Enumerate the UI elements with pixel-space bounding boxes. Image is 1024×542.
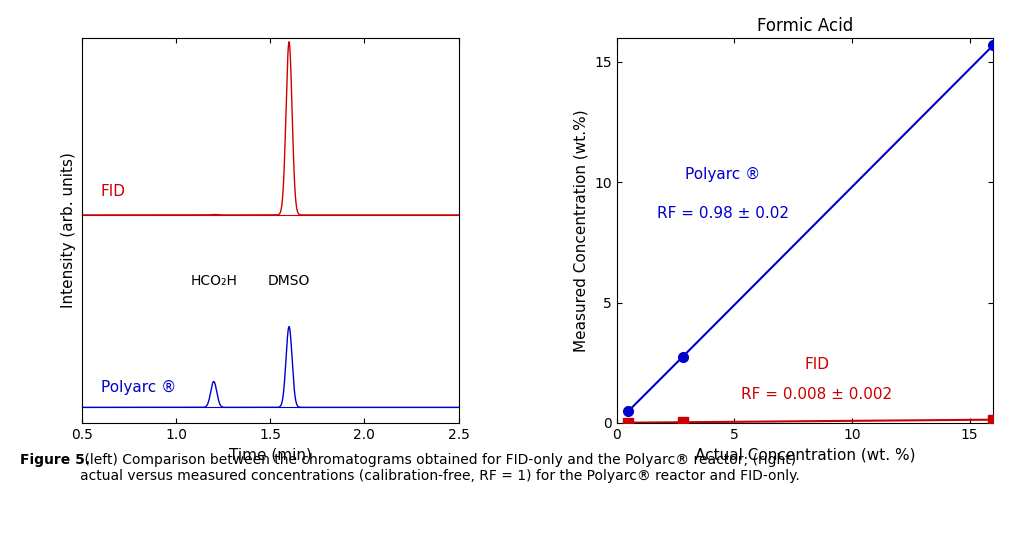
Title: Formic Acid: Formic Acid [757,17,853,35]
Text: Polyarc ®: Polyarc ® [685,167,760,182]
Text: Polyarc ®: Polyarc ® [100,379,176,395]
Text: Figure 5.: Figure 5. [20,453,90,467]
X-axis label: Actual Concentration (wt. %): Actual Concentration (wt. %) [694,447,915,462]
Y-axis label: Intensity (arb. units): Intensity (arb. units) [61,152,77,308]
Text: (left) Comparison between the chromatograms obtained for FID-only and the Polyar: (left) Comparison between the chromatogr… [80,453,800,483]
Text: RF = 0.98 ± 0.02: RF = 0.98 ± 0.02 [656,207,788,221]
Text: FID: FID [100,184,126,199]
Text: FID: FID [804,357,829,372]
X-axis label: Time (min): Time (min) [228,447,311,462]
Text: RF = 0.008 ± 0.002: RF = 0.008 ± 0.002 [741,386,892,402]
Y-axis label: Measured Concentration (wt.%): Measured Concentration (wt.%) [573,109,589,352]
Text: HCO₂H: HCO₂H [190,274,238,288]
Text: DMSO: DMSO [268,274,310,288]
